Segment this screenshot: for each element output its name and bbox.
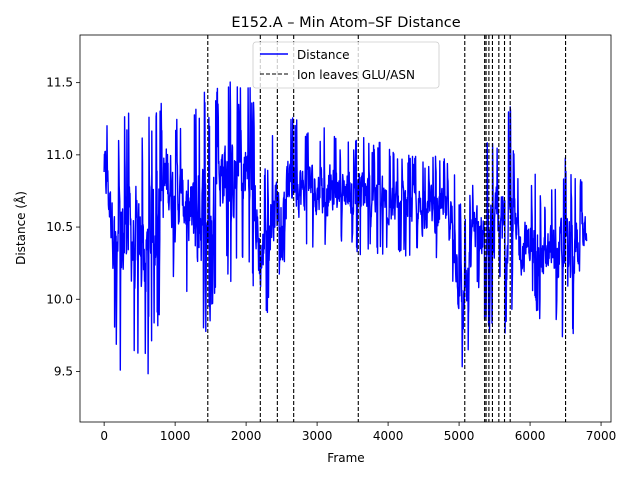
x-tick-label: 5000 — [444, 429, 475, 443]
y-axis-ticks: 9.5 10.0 10.5 11.0 11.5 — [46, 76, 80, 378]
y-tick-label: 11.5 — [46, 76, 73, 90]
x-tick-label: 1000 — [160, 429, 191, 443]
y-axis-title: Distance (Å) — [13, 191, 28, 265]
y-tick-label: 10.0 — [46, 292, 73, 306]
data-layer — [103, 81, 588, 375]
x-axis-ticks: 0 1000 2000 3000 4000 5000 6000 7000 — [100, 422, 616, 443]
x-tick-label: 6000 — [515, 429, 546, 443]
x-tick-label: 0 — [100, 429, 108, 443]
chart-title: E152.A – Min Atom–SF Distance — [231, 15, 460, 31]
x-tick-label: 4000 — [373, 429, 404, 443]
plot-frame — [79, 34, 612, 423]
x-tick-label: 2000 — [231, 429, 262, 443]
legend-ion-leaves-label: Ion leaves GLU/ASN — [297, 68, 415, 82]
x-tick-label: 3000 — [302, 429, 333, 443]
legend: Distance Ion leaves GLU/ASN — [252, 41, 440, 89]
y-tick-label: 11.0 — [46, 148, 73, 162]
x-axis-title: Frame — [327, 451, 364, 465]
distance-series-line — [103, 81, 588, 375]
legend-distance-label: Distance — [297, 48, 349, 62]
legend-box — [252, 41, 440, 89]
y-tick-label: 10.5 — [46, 220, 73, 234]
vline-layer — [207, 35, 567, 422]
x-tick-label: 7000 — [586, 429, 617, 443]
y-tick-label: 9.5 — [54, 364, 73, 378]
